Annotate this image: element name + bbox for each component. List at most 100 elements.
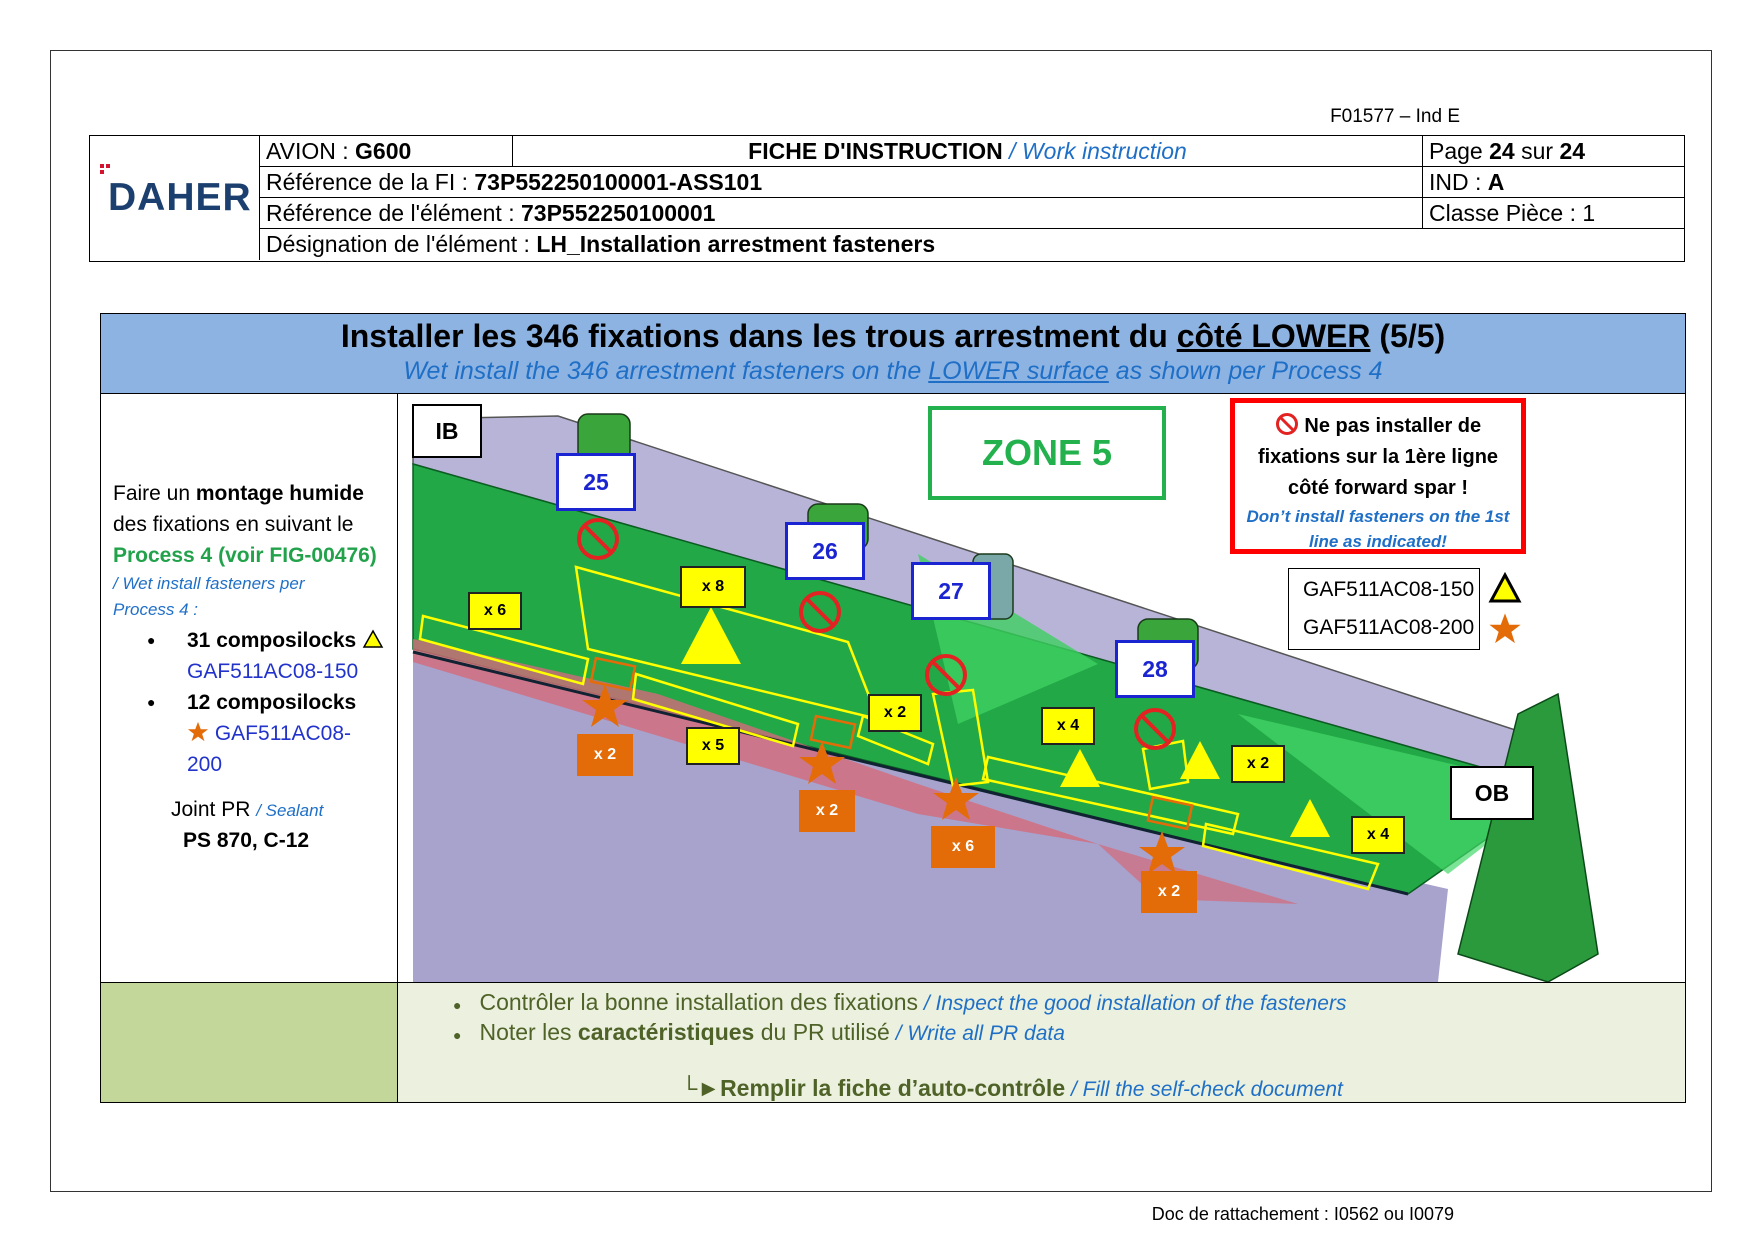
daher-logo: DAHER — [90, 136, 260, 260]
warning-en-2: line as indicated! — [1309, 532, 1447, 551]
fiche-title: FICHE D'INSTRUCTION — [748, 138, 1003, 164]
title-part-a: Installer les 346 fixations dans les tro… — [340, 318, 1177, 354]
station-28: 28 — [1115, 640, 1195, 698]
instr-l1a: Faire un — [113, 482, 196, 505]
station-25: 25 — [556, 453, 636, 511]
bullet-composilock-200: 12 composilocks — [113, 687, 384, 718]
attachment-doc: Doc de rattachement : I0562 ou I0079 — [1151, 1204, 1454, 1224]
check-item-2b: caractéristiques — [577, 1019, 755, 1045]
yellow-count: x 8 — [680, 566, 746, 608]
ref-fi-cell: Référence de la FI : 73P552250100001-ASS… — [260, 167, 1423, 198]
page-cell: Page 24 sur 24 — [1423, 136, 1684, 167]
check-item-2-en: / Write all PR data — [889, 1022, 1065, 1045]
instruction-text: Faire un montage humide des fixations en… — [113, 478, 384, 856]
ib-label: IB — [412, 404, 482, 458]
orange-count: x 2 — [799, 790, 855, 832]
page-sep: sur — [1514, 138, 1560, 164]
warning-fr-1: Ne pas installer de — [1304, 415, 1482, 437]
warning-line-1: Ne pas installer de — [1235, 411, 1521, 442]
instr-l2: des fixations en suivant le — [113, 513, 354, 536]
title-part-b: (5/5) — [1370, 318, 1446, 354]
bullet2-ref-a: GAF511AC08- — [214, 722, 352, 745]
check-item-3-fr: Remplir la fiche d’auto-contrôle — [720, 1075, 1066, 1101]
ref-elem-label: Référence de l'élément : — [266, 200, 521, 226]
instr-l1b: montage humide — [195, 482, 364, 505]
orange-count: x 2 — [577, 734, 633, 776]
orange-count: x 2 — [1141, 871, 1197, 913]
fiche-title-en: / Work instruction — [1002, 138, 1187, 164]
ref-fi-label: Référence de la FI : — [266, 169, 475, 195]
triangle-icon — [362, 629, 384, 648]
page-label: Page — [1429, 138, 1490, 164]
yellow-count: x 6 — [468, 592, 522, 630]
ind-cell: IND : A — [1423, 167, 1684, 198]
station-27: 27 — [911, 562, 991, 620]
star-icon — [187, 721, 209, 742]
bullet2-ref-line: GAF511AC08- — [113, 718, 384, 749]
bullet-composilock-150: 31 composilocks — [113, 625, 384, 656]
legend-box: GAF511AC08-150 GAF511AC08-200 — [1288, 568, 1480, 650]
header-table: DAHER AVION : G600 FICHE D'INSTRUCTION /… — [89, 135, 1685, 262]
subtitle-part-b: as shown per Process 4 — [1108, 357, 1383, 385]
legend-ref-200: GAF511AC08-200 — [1303, 616, 1475, 639]
check-item-inspect: ● Contrôler la bonne installation des fix… — [453, 989, 1346, 1016]
avion-cell: AVION : G600 — [260, 136, 513, 167]
footer-checklist: ● Contrôler la bonne installation des fix… — [398, 982, 1685, 1102]
bullet1-text: 31 composilocks — [187, 629, 357, 652]
triangle-icon — [1488, 572, 1522, 603]
no-entry-icon — [1275, 413, 1298, 435]
joint-label-en: / Sealant — [256, 801, 324, 820]
logo-text: DAHER — [108, 176, 252, 219]
check-item-1-en: / Inspect the good installation of the f… — [918, 992, 1347, 1015]
bullet2-ref-b: 200 — [187, 753, 223, 776]
instr-en-l4: / Wet install fasteners per — [113, 574, 305, 593]
avion-label: AVION : — [266, 138, 356, 164]
ref-elem-value: 73P552250100001 — [520, 200, 716, 226]
instruction-text-column: Faire un montage humide des fixations en… — [101, 394, 398, 982]
page-frame — [50, 50, 1712, 1192]
star-icon — [1489, 613, 1521, 644]
check-item-2a: Noter les — [479, 1019, 578, 1045]
cad-illustration: IB OB 25 26 27 28 ZONE 5 x 6 x 8 x 5 x 2… — [398, 394, 1685, 982]
instruction-block: Installer les 346 fixations dans les tro… — [100, 313, 1686, 1103]
ind-value: A — [1487, 169, 1505, 195]
arrow-icon: └► — [681, 1075, 721, 1101]
ob-label: OB — [1450, 766, 1534, 820]
yellow-count: x 5 — [686, 727, 740, 765]
designation-cell: Désignation de l'élément : LH_Installati… — [260, 229, 1684, 260]
yellow-count: x 2 — [868, 694, 922, 732]
classe-cell: Classe Pièce : 1 — [1423, 198, 1684, 229]
bullet-icon: ● — [453, 1027, 462, 1043]
check-item-1-fr: Contrôler la bonne installation des fixa… — [479, 989, 919, 1015]
page-total: 24 — [1559, 138, 1586, 164]
bullet-icon: ● — [453, 997, 462, 1013]
station-26: 26 — [785, 522, 865, 580]
ref-fi-value: 73P552250100001-ASS101 — [474, 169, 763, 195]
check-item-selfcheck: └►Remplir la fiche d’auto-contrôle / Fil… — [681, 1075, 1343, 1102]
joint-line: Joint PR / Sealant — [113, 794, 384, 825]
title-underlined: côté LOWER — [1176, 318, 1371, 354]
avion-value: G600 — [355, 138, 412, 164]
orange-count: x 6 — [931, 826, 995, 868]
warning-en-1: Don’t install fasteners on the 1st — [1246, 507, 1510, 526]
subtitle-part-a: Wet install the 346 arrestment fasteners… — [403, 357, 929, 385]
zone-label: ZONE 5 — [928, 406, 1166, 500]
yellow-count: x 4 — [1351, 816, 1405, 854]
designation-label: Désignation de l'élément : — [266, 231, 537, 257]
block-header: Installer les 346 fixations dans les tro… — [101, 314, 1685, 394]
ref-elem-cell: Référence de l'élément : 73P552250100001 — [260, 198, 1423, 229]
joint-label: Joint PR — [171, 798, 257, 821]
ind-label: IND : — [1429, 169, 1488, 195]
block-title: Installer les 346 fixations dans les tro… — [101, 318, 1685, 355]
fiche-cell: FICHE D'INSTRUCTION / Work instruction — [513, 136, 1423, 167]
designation-value: LH_Installation arrestment fasteners — [536, 231, 936, 257]
warning-fr-3: côté forward spar ! — [1287, 477, 1469, 499]
check-item-3-en: / Fill the self-check document — [1065, 1078, 1343, 1101]
form-code: F01577 – Ind E — [1330, 106, 1460, 127]
bullet1-ref: GAF511AC08-150 — [187, 660, 359, 683]
process-reference: Process 4 (voir FIG-00476) — [113, 544, 377, 567]
subtitle-underlined: LOWER surface — [928, 357, 1109, 385]
legend-ref-150: GAF511AC08-150 — [1303, 578, 1475, 601]
check-item-record: ● Noter les caractéristiques du PR utilis… — [453, 1019, 1065, 1046]
classe-piece: Classe Pièce : 1 — [1429, 200, 1596, 226]
